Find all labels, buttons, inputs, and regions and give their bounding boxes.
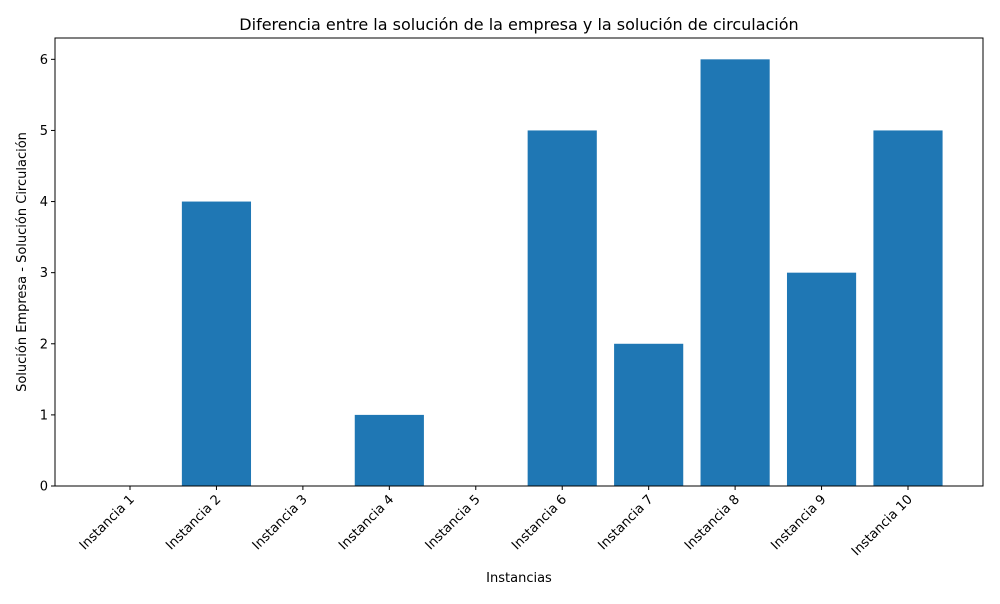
bar-4 [354,414,424,486]
x-tick-label: Instancia 10 [849,492,916,559]
x-tick-label: Instancia 2 [163,492,224,553]
y-tick-label: 1 [40,408,48,423]
bar-8 [700,59,770,486]
x-axis-label: Instancias [486,571,552,586]
x-axis: Instancia 1 Instancia 2 Instancia 3 Instanc… [77,486,916,559]
bar-6 [527,130,597,486]
y-tick-label: 3 [40,266,48,281]
chart-title: Diferencia entre la solución de la empre… [239,15,798,34]
y-tick-label: 5 [40,124,48,139]
bar-10 [873,130,943,486]
y-tick-label: 4 [40,195,48,210]
x-tick-label: Instancia 7 [595,492,656,553]
x-tick-label: Instancia 9 [768,492,829,553]
x-tick-label: Instancia 3 [250,492,311,553]
plot-area [181,59,943,487]
bar-7 [614,343,684,486]
axes-frame [54,37,984,487]
y-axis: 0 1 2 3 4 5 6 [40,53,55,495]
x-tick-label: Instancia 6 [509,492,570,553]
y-tick-label: 2 [40,337,48,352]
y-tick-label: 6 [40,53,48,68]
bar-9 [786,272,857,486]
x-tick-label: Instancia 8 [682,492,743,553]
y-axis-label: Solución Empresa - Solución Circulación [15,132,30,392]
x-tick-label: Instancia 1 [77,492,138,553]
x-tick-label: Instancia 4 [336,492,397,553]
x-tick-label: Instancia 5 [423,492,484,553]
y-tick-label: 0 [40,480,48,495]
bar-2 [181,201,252,487]
